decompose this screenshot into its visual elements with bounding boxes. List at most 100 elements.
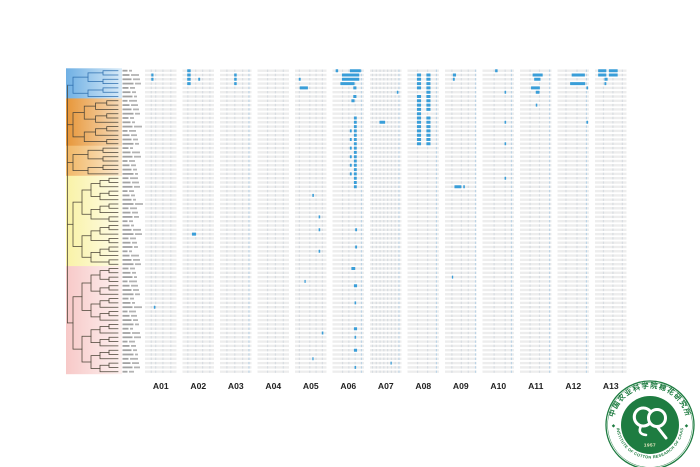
chromosome-column-A11 bbox=[520, 69, 552, 373]
segment-A03-r1 bbox=[234, 73, 237, 77]
segment-A08-r12 bbox=[416, 120, 422, 124]
logo-diamond-icon: ◆ bbox=[685, 423, 689, 428]
segment-A08-r12 bbox=[426, 120, 431, 124]
segment-A06-r2 bbox=[341, 77, 360, 81]
segment-A08-r17 bbox=[416, 142, 422, 146]
highlight-segments bbox=[151, 69, 618, 369]
segment-A11-r8 bbox=[535, 103, 538, 107]
segment-A06-r69 bbox=[354, 365, 357, 369]
chromosome-label-A07: A07 bbox=[378, 381, 394, 391]
segment-A06-r26 bbox=[353, 181, 357, 184]
segment-A06-r20 bbox=[349, 155, 352, 159]
chromosome-label-A02: A02 bbox=[190, 381, 206, 391]
segment-A06-r3 bbox=[340, 82, 355, 86]
chromosome-heatmap bbox=[145, 69, 627, 373]
segment-A06-r50 bbox=[353, 284, 358, 288]
segment-A06-r19 bbox=[353, 150, 357, 154]
segment-A06-r37 bbox=[355, 228, 358, 232]
segment-A05-r2 bbox=[298, 77, 301, 81]
segment-A06-r6 bbox=[353, 95, 357, 98]
logo-monogram-icon bbox=[632, 406, 668, 440]
segment-A13-r0 bbox=[608, 69, 618, 73]
segment-A06-r22 bbox=[353, 163, 357, 167]
segment-A06-r54 bbox=[354, 301, 357, 305]
segment-A02-r0 bbox=[187, 69, 191, 73]
segment-A08-r8 bbox=[416, 103, 422, 107]
segment-A06-r11 bbox=[353, 116, 357, 120]
segment-A08-r8 bbox=[426, 103, 431, 107]
segment-A11-r5 bbox=[535, 90, 540, 94]
segment-A06-r41 bbox=[355, 245, 358, 249]
segment-A08-r2 bbox=[426, 77, 431, 81]
chromosome-label-A13: A13 bbox=[603, 381, 619, 391]
segment-A06-r1 bbox=[341, 73, 360, 77]
segment-A02-r38 bbox=[191, 232, 197, 236]
segment-A06-r24 bbox=[353, 172, 357, 176]
segment-A02-r2 bbox=[187, 77, 191, 81]
segment-A06-r46 bbox=[351, 267, 356, 270]
segment-A07-r12 bbox=[379, 120, 386, 124]
segment-A06-r22 bbox=[349, 163, 352, 167]
chromosome-column-A09 bbox=[445, 69, 477, 373]
leaf-labels bbox=[122, 69, 143, 373]
chromosome-label-A11: A11 bbox=[528, 381, 544, 391]
segment-A13-r1 bbox=[608, 73, 618, 77]
segment-A13-r3 bbox=[604, 82, 607, 86]
chromosome-label-A09: A09 bbox=[453, 381, 469, 391]
segment-A10-r25 bbox=[504, 176, 507, 180]
segment-A08-r7 bbox=[416, 99, 422, 103]
segment-A13-r1 bbox=[598, 73, 607, 77]
chromosome-column-A06 bbox=[332, 69, 364, 373]
segment-A08-r9 bbox=[426, 107, 431, 111]
segment-A07-r68 bbox=[390, 361, 392, 365]
segment-A01-r1 bbox=[151, 73, 154, 77]
segment-A06-r15 bbox=[353, 133, 357, 137]
segment-A06-r14 bbox=[353, 129, 357, 133]
chromosome-column-A01 bbox=[145, 69, 177, 373]
segment-A08-r14 bbox=[426, 129, 431, 133]
segment-A06-r13 bbox=[353, 125, 357, 129]
segment-A05-r49 bbox=[304, 279, 306, 283]
segment-A08-r1 bbox=[416, 73, 422, 77]
segment-A05-r42 bbox=[318, 249, 321, 253]
chromosome-label-A06: A06 bbox=[340, 381, 356, 391]
segment-A06-r60 bbox=[353, 327, 358, 331]
segment-A01-r2 bbox=[151, 77, 154, 81]
segment-A06-r24 bbox=[349, 172, 352, 176]
chromosome-label-A03: A03 bbox=[228, 381, 244, 391]
segment-A08-r15 bbox=[426, 133, 431, 137]
chromosome-column-A12 bbox=[557, 69, 589, 373]
segment-A08-r11 bbox=[416, 116, 422, 120]
segment-A03-r2 bbox=[234, 77, 237, 81]
chromosome-label-A12: A12 bbox=[565, 381, 581, 391]
segment-A12-r4 bbox=[586, 86, 589, 90]
chromosome-column-A07 bbox=[370, 69, 402, 373]
segment-A09-r27 bbox=[463, 185, 465, 189]
chromosome-axis: A01 A02 A03 A04 A05 A06 A07 A08 A09 A10 A11 A12 A13 bbox=[153, 381, 619, 391]
segment-A08-r3 bbox=[416, 82, 422, 86]
segment-A09-r2 bbox=[452, 77, 455, 81]
segment-A11-r2 bbox=[534, 77, 541, 81]
segment-A12-r3 bbox=[570, 82, 586, 86]
segment-A06-r0 bbox=[349, 69, 361, 73]
segment-A06-r14 bbox=[349, 129, 352, 133]
chromosome-label-A05: A05 bbox=[303, 381, 319, 391]
segment-A08-r10 bbox=[416, 112, 422, 116]
segment-A06-r16 bbox=[349, 138, 352, 141]
segment-A08-r17 bbox=[426, 142, 431, 146]
segment-A06-r21 bbox=[353, 159, 357, 163]
segment-A05-r37 bbox=[318, 228, 321, 232]
segment-A07-r5 bbox=[396, 90, 399, 94]
segment-A05-r29 bbox=[312, 193, 314, 197]
segment-A10-r0 bbox=[495, 69, 498, 73]
segment-A10-r5 bbox=[504, 90, 507, 94]
chromosome-column-A10 bbox=[482, 69, 514, 373]
segment-A06-r18 bbox=[349, 146, 352, 150]
chromosome-label-A08: A08 bbox=[415, 381, 431, 391]
segment-A06-r23 bbox=[353, 168, 357, 172]
segment-A08-r4 bbox=[426, 86, 431, 90]
logo-diamond-icon: ◆ bbox=[612, 423, 616, 428]
